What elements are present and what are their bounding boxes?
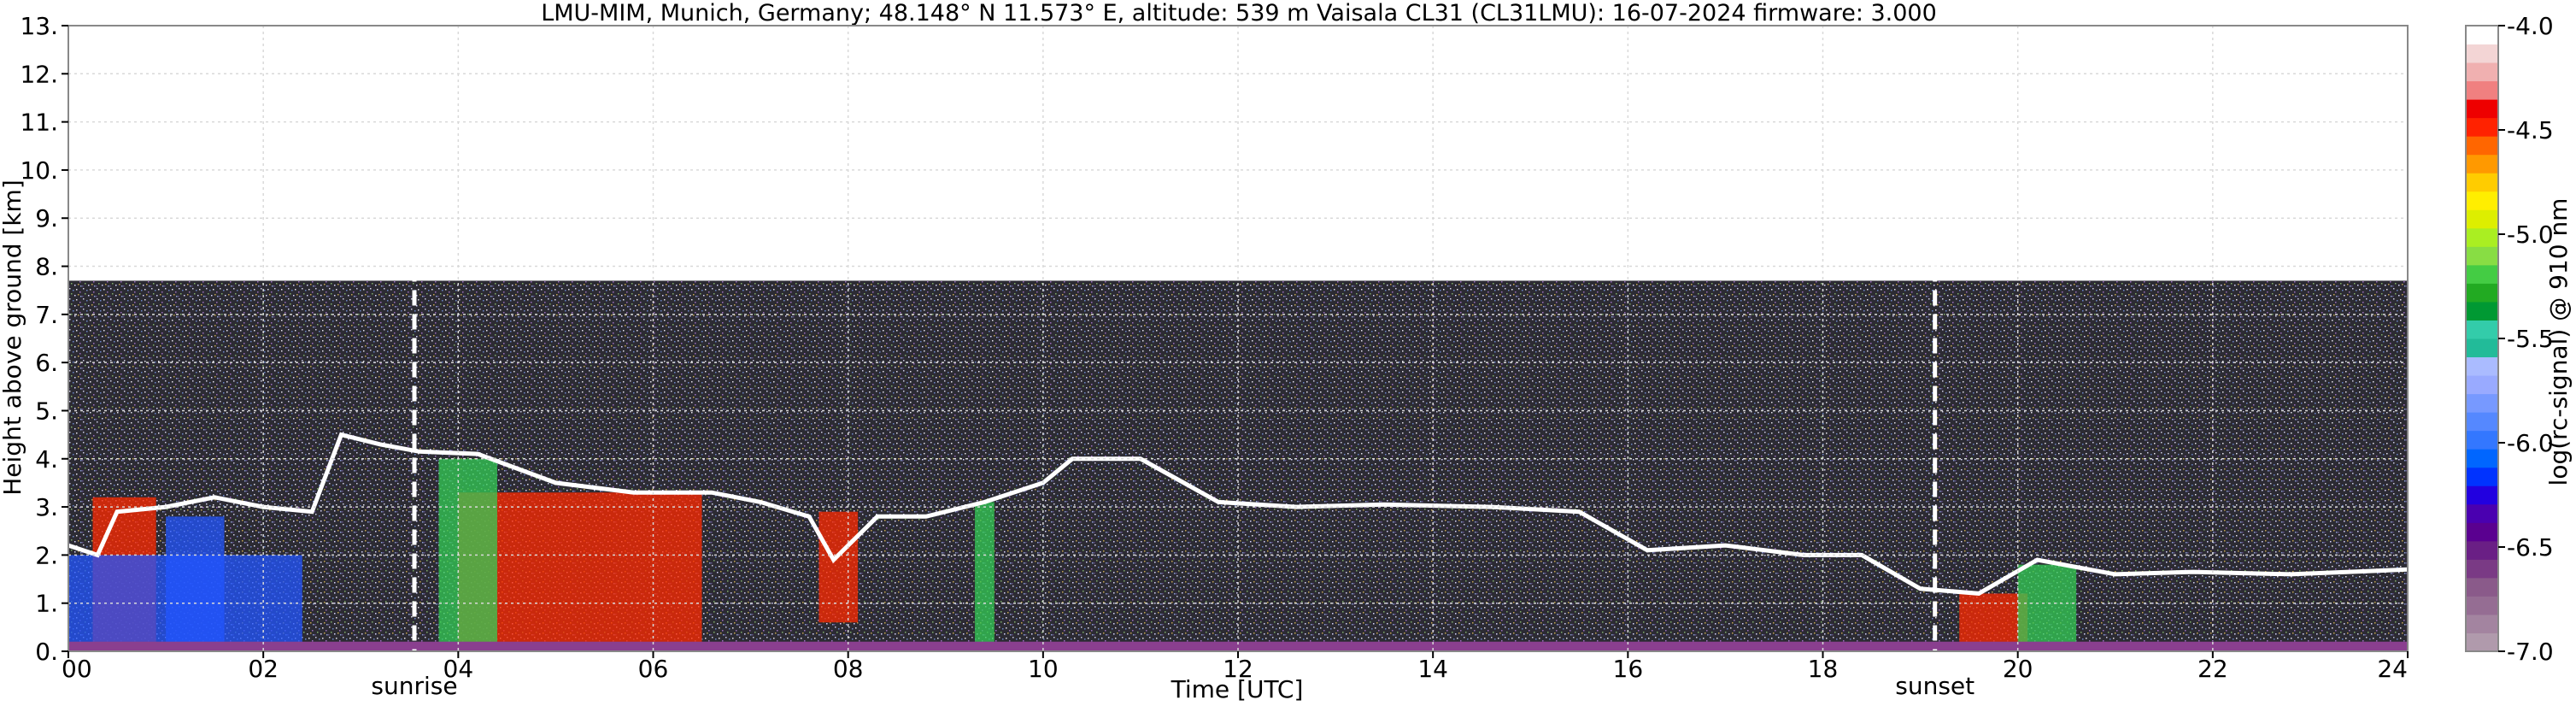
colorbar-tick-label: -4.5 [2507,116,2554,144]
colorbar-segment [2466,393,2498,413]
colorbar-segment [2466,449,2498,468]
colorbar-segment [2466,577,2498,597]
x-tick-label: 12 [1223,655,1253,683]
x-tick-label: 04 [443,655,474,683]
colorbar-segment [2466,503,2498,523]
colorbar-segment [2466,485,2498,505]
cloud-base-line [68,432,2408,596]
colorbar-tick-label: -6.5 [2507,533,2554,562]
colorbar-segment [2466,596,2498,615]
signal-region-green [974,502,995,650]
signal-region-green [438,458,497,650]
y-tick-label: 8. [35,253,58,281]
x-tick-label: 00 [62,655,92,683]
colorbar-segment [2466,80,2498,100]
chart-title: LMU-MIM, Munich, Germany; 48.148° N 11.5… [541,0,1937,26]
y-tick-label: 6. [35,349,58,377]
y-tick-label: 3. [35,493,58,521]
colorbar-segment [2466,136,2498,156]
colorbar-segment [2466,540,2498,560]
sun-event-lines [412,266,1938,651]
signal-region-green [2017,564,2077,650]
colorbar-label: log(rc-signal) @ 910 nm [2544,198,2573,486]
y-tick-label: 13. [20,12,58,40]
x-tick-label: 16 [1613,655,1644,683]
colorbar-segment [2466,338,2498,358]
y-tick-label: 5. [35,397,58,425]
x-tick-label: 06 [638,655,669,683]
grid-lines [68,26,2408,651]
x-tick-label: 20 [2003,655,2033,683]
signal-region-red [458,492,702,650]
colorbar-segment [2466,26,2498,45]
colorbar-segment [2466,154,2498,174]
colorbar-tick-label: -5.5 [2507,325,2554,353]
colorbar-segment [2466,62,2498,82]
colorbar-segment [2466,412,2498,432]
sun-event-label: sunset [1895,672,1975,700]
colorbar-segment [2466,632,2498,652]
x-axis-ticks: 00 02 04 06 08 10 12 14 16 18 20 22 24 [62,651,2409,683]
y-tick-label: 1. [35,590,58,618]
sun-event-labels: sunrise sunset [371,672,1975,700]
colorbar-segment [2466,117,2498,137]
x-tick-label: 24 [2377,655,2408,683]
x-tick-label: 18 [1808,655,1839,683]
colorbar-segment [2466,44,2498,63]
colorbar-segment [2466,320,2498,339]
colorbar-segment [2466,264,2498,284]
y-tick-label: 11. [20,109,58,137]
colorbar-segment [2466,522,2498,542]
x-tick-label: 08 [833,655,864,683]
colorbar-segment [2466,467,2498,486]
colorbar-segment [2466,99,2498,119]
colorbar-tick-label: -7.0 [2507,638,2554,666]
colorbar-segment [2466,559,2498,579]
y-tick-label: 10. [20,156,58,185]
x-tick-label: 10 [1028,655,1059,683]
y-axis-label: Height above ground [km] [0,179,26,496]
plot-area [68,26,2408,651]
colorbar-segment [2466,209,2498,229]
x-axis-label: Time [UTC] [1171,675,1304,703]
x-tick-label: 02 [248,655,279,683]
signal-region-blue [166,516,225,650]
colorbar: -4.0 -4.5 -5.0 -5.5 -6.0 -6.5 -7.0 [2465,12,2554,666]
y-tick-label: 12. [20,60,58,88]
y-axis-ticks: 0. 1. 2. 3. 4. 5. 6. 7. 8. 9. 10. 11. 12. 13. [20,12,68,666]
colorbar-tick-label: -5.0 [2507,221,2554,249]
y-tick-label: 0. [35,638,58,666]
colorbar-segment [2466,301,2498,321]
colorbar-segment [2466,356,2498,376]
colorbar-segment [2466,246,2498,266]
y-tick-label: 7. [35,301,58,329]
colorbar-segment [2466,173,2498,192]
colorbar-segment [2466,283,2498,303]
colorbar-segment [2466,191,2498,210]
colorbar-segment [2466,430,2498,450]
colorbar-tick-label: -4.0 [2507,12,2554,40]
y-tick-label: 9. [35,204,58,232]
y-tick-label: 2. [35,541,58,569]
sun-event-label: sunrise [371,672,457,700]
x-tick-label: 14 [1417,655,1448,683]
colorbar-segment [2466,614,2498,633]
y-tick-label: 4. [35,445,58,474]
colorbar-segment [2466,375,2498,395]
x-tick-label: 22 [2198,655,2228,683]
colorbar-tick-label: -6.0 [2507,429,2554,457]
near-ground-aerosol-layer [68,641,2408,651]
colorbar-segment [2466,227,2498,247]
signal-region-red [819,511,859,623]
